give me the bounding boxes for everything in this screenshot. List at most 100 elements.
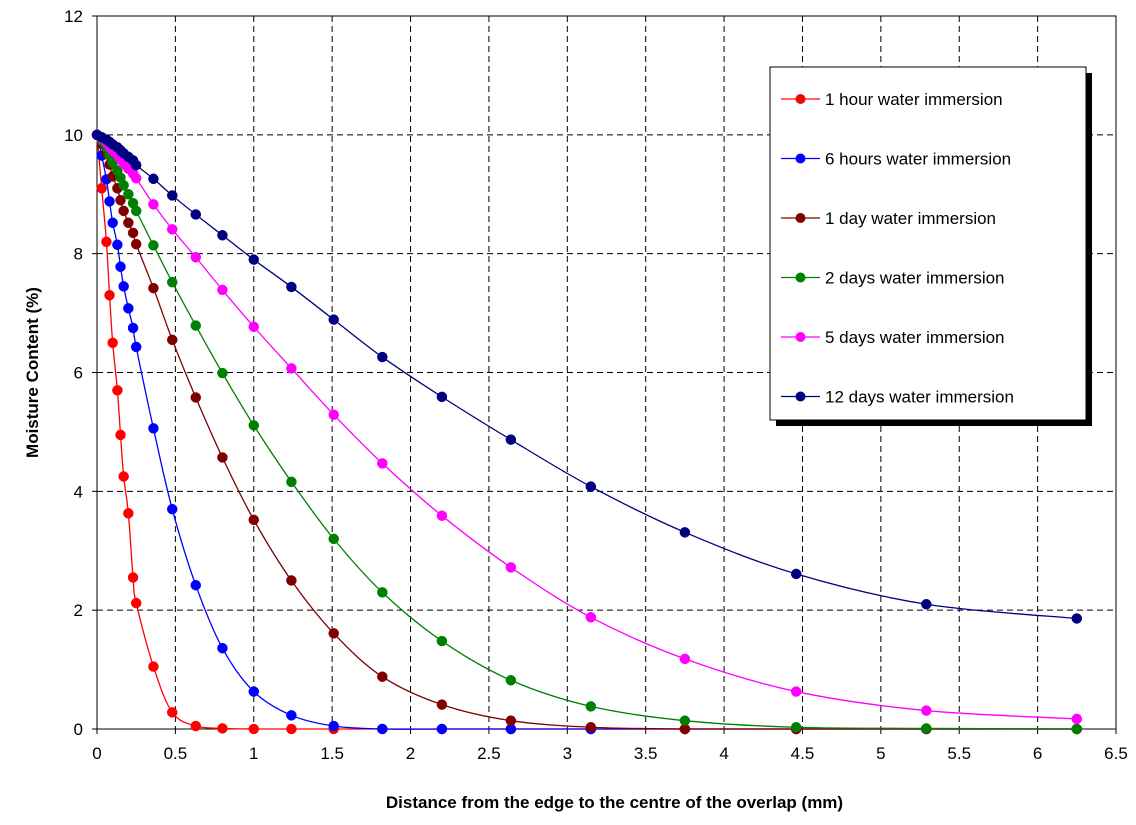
data-point <box>1071 713 1083 725</box>
data-point <box>505 675 517 686</box>
data-point <box>148 282 159 294</box>
x-tick-label: 3.5 <box>634 744 658 763</box>
data-point <box>190 579 202 591</box>
data-point <box>166 276 178 288</box>
x-tick-label: 2 <box>406 744 415 763</box>
data-point <box>790 721 802 733</box>
data-point <box>248 514 260 526</box>
data-point <box>190 209 202 220</box>
data-point <box>921 723 932 734</box>
data-point <box>190 720 202 732</box>
legend-swatch-marker <box>795 94 806 104</box>
legend-swatch-marker <box>795 272 806 283</box>
data-point <box>130 341 142 353</box>
data-point <box>217 452 228 463</box>
data-point <box>286 476 297 488</box>
data-point <box>377 723 388 735</box>
data-point <box>217 284 228 296</box>
legend: 1 hour water immersion 6 hours water imme… <box>769 66 1092 426</box>
data-point <box>921 598 932 610</box>
data-point <box>104 196 115 207</box>
data-point <box>436 699 448 710</box>
data-point <box>328 720 339 732</box>
data-point <box>505 434 517 445</box>
data-point <box>217 723 228 734</box>
data-point <box>436 391 448 403</box>
y-axis-title: Moisture Content (%) <box>23 287 42 458</box>
legend-swatch-marker <box>795 153 806 164</box>
legend-label: 1 day water immersion <box>825 209 996 228</box>
data-point <box>217 367 228 379</box>
data-point <box>286 575 297 586</box>
data-point <box>166 334 178 346</box>
data-point <box>166 503 178 515</box>
data-point <box>118 180 129 191</box>
data-point <box>148 423 159 434</box>
data-point <box>1071 613 1083 624</box>
data-point <box>585 701 597 712</box>
legend-item: 6 hours water immersion <box>781 150 1011 169</box>
data-point <box>148 173 159 185</box>
data-point <box>127 322 139 334</box>
legend-box <box>769 66 1087 421</box>
data-point <box>123 508 134 519</box>
data-point <box>585 721 597 733</box>
x-tick-label: 4.5 <box>791 744 815 763</box>
x-tick-label: 1.5 <box>320 744 344 763</box>
data-point <box>166 224 178 235</box>
data-point <box>286 710 297 721</box>
y-tick-label: 6 <box>74 364 83 383</box>
data-point <box>112 385 123 396</box>
data-point <box>115 429 126 441</box>
data-point <box>328 628 339 639</box>
data-point <box>130 238 142 250</box>
data-point <box>123 189 134 200</box>
data-point <box>377 351 388 363</box>
grid-lines <box>97 16 1116 729</box>
data-point <box>790 686 802 697</box>
data-point <box>190 320 202 331</box>
data-point <box>217 229 228 241</box>
x-tick-label: 5.5 <box>947 744 971 763</box>
legend-swatch-marker <box>795 332 806 342</box>
legend-label: 1 hour water immersion <box>825 90 1003 109</box>
data-point <box>679 653 691 665</box>
data-point <box>248 420 260 431</box>
data-point <box>130 597 142 609</box>
data-point <box>585 481 597 492</box>
x-tick-label: 6 <box>1033 744 1042 763</box>
data-point <box>190 392 202 403</box>
y-tick-label: 2 <box>74 601 83 620</box>
data-point <box>377 671 388 682</box>
y-tick-label: 4 <box>74 482 83 501</box>
data-point <box>118 471 129 482</box>
data-point <box>166 707 178 718</box>
legend-label: 6 hours water immersion <box>825 150 1011 169</box>
data-point <box>436 635 448 647</box>
legend-item: 2 days water immersion <box>781 269 1005 288</box>
data-point <box>190 251 202 263</box>
data-point <box>123 217 134 229</box>
data-point <box>679 715 691 726</box>
data-point <box>585 612 597 623</box>
data-point <box>1071 723 1083 735</box>
legend-item: 1 day water immersion <box>781 209 996 228</box>
y-tick-label: 0 <box>74 720 83 739</box>
data-point <box>127 227 139 239</box>
data-point <box>377 458 388 469</box>
x-axis-title: Distance from the edge to the centre of … <box>386 793 843 812</box>
y-tick-label: 12 <box>64 7 83 26</box>
data-point <box>248 686 260 697</box>
data-point <box>328 314 339 325</box>
data-point <box>107 217 118 229</box>
data-point <box>101 236 112 248</box>
x-tick-label: 1 <box>249 744 258 763</box>
data-point <box>107 337 118 349</box>
legend-item: 12 days water immersion <box>781 388 1014 407</box>
data-point <box>115 194 126 206</box>
series-group <box>91 129 1083 735</box>
series-line <box>96 134 1077 730</box>
data-point <box>118 281 129 292</box>
